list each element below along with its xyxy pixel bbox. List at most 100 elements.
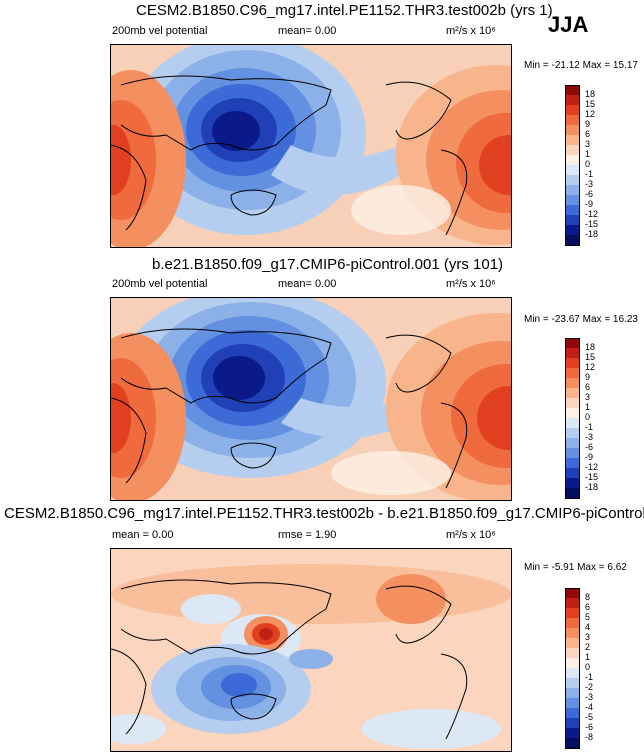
colorbar-cell bbox=[565, 628, 580, 639]
colorbar-cell bbox=[565, 738, 580, 749]
colorbar-tick-label: -8 bbox=[585, 732, 594, 742]
colorbar-tick-label: 6 bbox=[585, 602, 591, 612]
panel3-units-label: m²/s x 10⁶ bbox=[446, 529, 496, 541]
colorbar-tick-label: -4 bbox=[585, 702, 594, 712]
panel3-mean-label: mean = 0.00 bbox=[112, 529, 174, 541]
colorbar-cell bbox=[565, 608, 580, 619]
colorbar-cell bbox=[565, 688, 580, 699]
colorbar-cell bbox=[565, 418, 580, 429]
colorbar-tick-label: -9 bbox=[585, 199, 594, 209]
colorbar-tick-label: 12 bbox=[585, 109, 596, 119]
panel1-units-label: m²/s x 10⁶ bbox=[446, 25, 496, 37]
panel3-title: CESM2.B1850.C96_mg17.intel.PE1152.THR3.t… bbox=[4, 505, 644, 522]
colorbar-cell bbox=[565, 378, 580, 389]
colorbar-tick-label: 9 bbox=[585, 372, 591, 382]
colorbar-cell bbox=[565, 708, 580, 719]
colorbar-cell bbox=[565, 728, 580, 739]
colorbar-tick-label: -3 bbox=[585, 692, 594, 702]
colorbar-tick-label: 2 bbox=[585, 642, 591, 652]
colorbar-cell bbox=[565, 338, 580, 349]
panel1-minmax: Min = -21.12 Max = 15.17 bbox=[524, 60, 638, 71]
panel1-mean-label: mean= 0.00 bbox=[278, 25, 337, 37]
colorbar-tick-label: 4 bbox=[585, 622, 591, 632]
colorbar-cell bbox=[565, 348, 580, 359]
colorbar-cell bbox=[565, 638, 580, 649]
panel2-colorbar: 18 15 12 9 6 3 1 0 -1 -3 -6 -9 -12 -15 -18 bbox=[565, 338, 615, 499]
colorbar-cell bbox=[565, 458, 580, 469]
colorbar-tick-label: -12 bbox=[585, 209, 599, 219]
colorbar-tick-label: 3 bbox=[585, 632, 591, 642]
colorbar-tick-label: -6 bbox=[585, 189, 594, 199]
colorbar-tick-label: -1 bbox=[585, 169, 594, 179]
panel1-left-label: 200mb vel potential bbox=[112, 25, 208, 37]
colorbar-cell bbox=[565, 648, 580, 659]
colorbar-tick-label: 1 bbox=[585, 149, 591, 159]
panel1-colorbar: 18 15 12 9 6 3 1 0 -1 -3 -6 -9 -12 -15 -18 bbox=[565, 85, 615, 246]
colorbar-cell bbox=[565, 408, 580, 419]
panel2-minmax: Min = -23.67 Max = 16.23 bbox=[524, 314, 638, 325]
colorbar-tick-label: 18 bbox=[585, 89, 596, 99]
colorbar-tick-label: -12 bbox=[585, 462, 599, 472]
colorbar-tick-label: -3 bbox=[585, 179, 594, 189]
colorbar-cell bbox=[565, 478, 580, 489]
colorbar-cell bbox=[565, 388, 580, 399]
colorbar-tick-label: -18 bbox=[585, 482, 599, 492]
panel1-map-svg bbox=[111, 45, 511, 247]
colorbar-cell bbox=[565, 588, 580, 599]
colorbar-tick-label: 1 bbox=[585, 402, 591, 412]
colorbar-cell bbox=[565, 135, 580, 146]
colorbar-cell bbox=[565, 235, 580, 246]
colorbar-tick-label: 15 bbox=[585, 352, 596, 362]
colorbar-cell bbox=[565, 428, 580, 439]
colorbar-cell bbox=[565, 468, 580, 479]
colorbar-tick-label: -6 bbox=[585, 722, 594, 732]
colorbar-cell bbox=[565, 438, 580, 449]
colorbar-cell bbox=[565, 658, 580, 669]
colorbar-cell bbox=[565, 155, 580, 166]
colorbar-tick-label: 6 bbox=[585, 129, 591, 139]
colorbar-tick-label: 6 bbox=[585, 382, 591, 392]
colorbar-tick-label: 8 bbox=[585, 592, 591, 602]
colorbar-tick-label: -3 bbox=[585, 432, 594, 442]
colorbar-tick-label: -1 bbox=[585, 422, 594, 432]
colorbar-cell bbox=[565, 175, 580, 186]
panel2-mean-label: mean= 0.00 bbox=[278, 278, 337, 290]
colorbar-cell bbox=[565, 225, 580, 236]
colorbar-cell bbox=[565, 115, 580, 126]
colorbar-tick-label: 5 bbox=[585, 612, 591, 622]
colorbar-cell bbox=[565, 368, 580, 379]
panel3-map-svg bbox=[111, 549, 511, 751]
colorbar-tick-label: -6 bbox=[585, 442, 594, 452]
colorbar-tick-label: 1 bbox=[585, 652, 591, 662]
season-label: JJA bbox=[548, 12, 589, 37]
colorbar-cell bbox=[565, 598, 580, 609]
colorbar-tick-label: -15 bbox=[585, 219, 599, 229]
colorbar-cell bbox=[565, 205, 580, 216]
panel2-left-label: 200mb vel potential bbox=[112, 278, 208, 290]
colorbar-cell bbox=[565, 105, 580, 116]
panel3-map bbox=[110, 548, 512, 752]
panel2-map bbox=[110, 297, 512, 501]
colorbar-tick-label: -1 bbox=[585, 672, 594, 682]
colorbar-cell bbox=[565, 85, 580, 96]
colorbar-tick-label: 3 bbox=[585, 139, 591, 149]
colorbar-cell bbox=[565, 718, 580, 729]
panel1-title: CESM2.B1850.C96_mg17.intel.PE1152.THR3.t… bbox=[136, 2, 553, 19]
colorbar-cell bbox=[565, 448, 580, 459]
colorbar-tick-label: -5 bbox=[585, 712, 594, 722]
colorbar-cell bbox=[565, 358, 580, 369]
colorbar-tick-label: 9 bbox=[585, 119, 591, 129]
colorbar-cell bbox=[565, 185, 580, 196]
panel2-map-svg bbox=[111, 298, 511, 500]
colorbar-cell bbox=[565, 95, 580, 106]
colorbar-tick-label: 0 bbox=[585, 412, 591, 422]
colorbar-cell bbox=[565, 125, 580, 136]
colorbar-cell bbox=[565, 678, 580, 689]
colorbar-cell bbox=[565, 215, 580, 226]
panel1-map bbox=[110, 44, 512, 248]
panel3-colorbar: 8 6 5 4 3 2 1 0 -1 -2 -3 -4 -5 -6 -8 bbox=[565, 588, 615, 749]
panel2-units-label: m²/s x 10⁶ bbox=[446, 278, 496, 290]
colorbar-tick-label: -2 bbox=[585, 682, 594, 692]
colorbar-tick-label: -9 bbox=[585, 452, 594, 462]
colorbar-tick-label: 0 bbox=[585, 662, 591, 672]
